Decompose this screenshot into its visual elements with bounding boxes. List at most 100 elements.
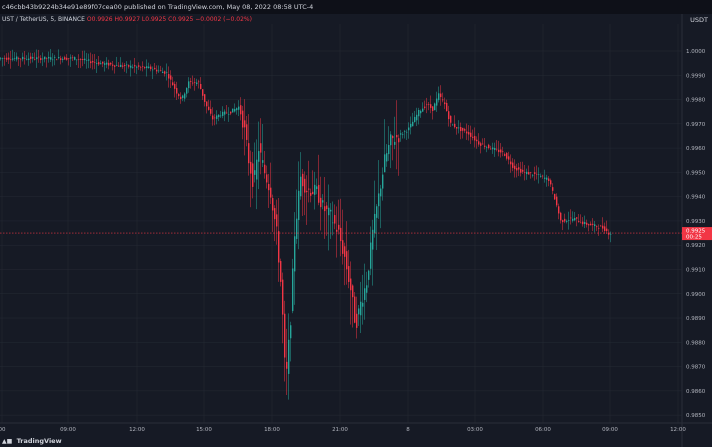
candle-body <box>582 221 584 225</box>
candle-body <box>318 184 320 203</box>
candle-body <box>446 102 448 112</box>
candle-body <box>204 94 206 102</box>
candle-body <box>428 104 430 105</box>
candle-body <box>390 134 392 146</box>
candle-body <box>20 58 22 60</box>
candle-body <box>562 220 564 223</box>
x-tick-label: 8 <box>406 427 410 433</box>
candle-body <box>228 113 230 115</box>
candle-body <box>276 214 278 227</box>
candle-body <box>368 270 370 280</box>
candle-body <box>574 218 576 221</box>
symbol-legend: UST / TetherUS, 5, BINANCE O0.9926 H0.99… <box>2 16 252 23</box>
candle-body <box>486 147 488 148</box>
candle-body <box>190 81 192 82</box>
candle-body <box>14 58 16 59</box>
candle-body <box>88 59 90 61</box>
candle-body <box>602 225 604 229</box>
candle-body <box>8 57 10 60</box>
candle-body <box>334 215 336 224</box>
candle-body <box>314 184 316 195</box>
x-tick-label: 12:00 <box>129 427 145 433</box>
candle-body <box>4 57 6 59</box>
candle-body <box>348 266 350 282</box>
candle-body <box>354 296 356 323</box>
candle-body <box>60 58 62 60</box>
last-price-tag-bg <box>682 227 712 241</box>
candle-body <box>280 261 282 282</box>
candle-body <box>102 61 104 64</box>
candle-body <box>522 169 524 172</box>
candle-body <box>530 172 532 173</box>
candle-body <box>482 143 484 145</box>
candle-body <box>108 62 110 66</box>
candle-body <box>550 180 552 185</box>
candle-body <box>404 131 406 132</box>
candle-body <box>326 205 328 210</box>
candle-body <box>548 178 550 181</box>
candle-body <box>508 156 510 160</box>
x-tick-label: 06:00 <box>535 427 551 433</box>
candle-body <box>272 198 274 211</box>
candle-body <box>524 172 526 173</box>
candle-body <box>260 143 262 153</box>
candle-body <box>408 127 410 131</box>
candle-body <box>246 124 248 140</box>
y-tick-label: 0.9990 <box>686 73 706 79</box>
candle-body <box>332 222 334 224</box>
candle-body <box>234 109 236 112</box>
candle-body <box>496 148 498 150</box>
candle-body <box>514 165 516 170</box>
candle-body <box>410 123 412 128</box>
candle-body <box>192 82 194 84</box>
candle-body <box>218 114 220 118</box>
candle-body <box>56 59 58 61</box>
candle-body <box>238 106 240 110</box>
candle-body <box>320 197 322 208</box>
candle-body <box>98 62 100 65</box>
candle-body <box>212 115 214 120</box>
candle-body <box>590 223 592 226</box>
candle-body <box>170 75 172 80</box>
candle-body <box>114 65 116 67</box>
candle-body <box>166 72 168 73</box>
candle-body <box>254 170 256 175</box>
y-tick-label: 0.9970 <box>686 122 706 128</box>
candle-body <box>6 57 8 60</box>
candle-body <box>480 143 482 146</box>
candle-body <box>258 151 260 162</box>
candle-body <box>120 64 122 67</box>
candle-body <box>564 218 566 222</box>
candle-body <box>432 106 434 111</box>
candle-body <box>256 159 258 180</box>
candle-body <box>140 66 142 68</box>
candle-body <box>290 325 292 339</box>
candle-body <box>448 111 450 120</box>
candle-body <box>216 115 218 119</box>
y-tick-label: 0.9930 <box>686 219 706 225</box>
candle-body <box>338 224 340 230</box>
currency-label: USDT <box>690 16 708 24</box>
candle-body <box>364 288 366 300</box>
candle-body <box>462 127 464 131</box>
candle-body <box>128 65 130 67</box>
candle-body <box>274 208 276 220</box>
candle-body <box>376 206 378 218</box>
candle-body <box>310 192 312 196</box>
candle-body <box>184 93 186 99</box>
candle-body <box>442 99 444 101</box>
candle-body <box>30 56 32 59</box>
candle-body <box>362 302 364 307</box>
candle-body <box>444 102 446 105</box>
candle-body <box>282 279 284 315</box>
candle-body <box>296 218 298 239</box>
candle-body <box>544 177 546 179</box>
candle-body <box>64 57 66 60</box>
candle-body <box>490 148 492 150</box>
candle-body <box>188 81 190 89</box>
candle-body <box>466 131 468 134</box>
candle-body <box>214 117 216 119</box>
candle-body <box>196 82 198 84</box>
candle-body <box>76 59 78 61</box>
